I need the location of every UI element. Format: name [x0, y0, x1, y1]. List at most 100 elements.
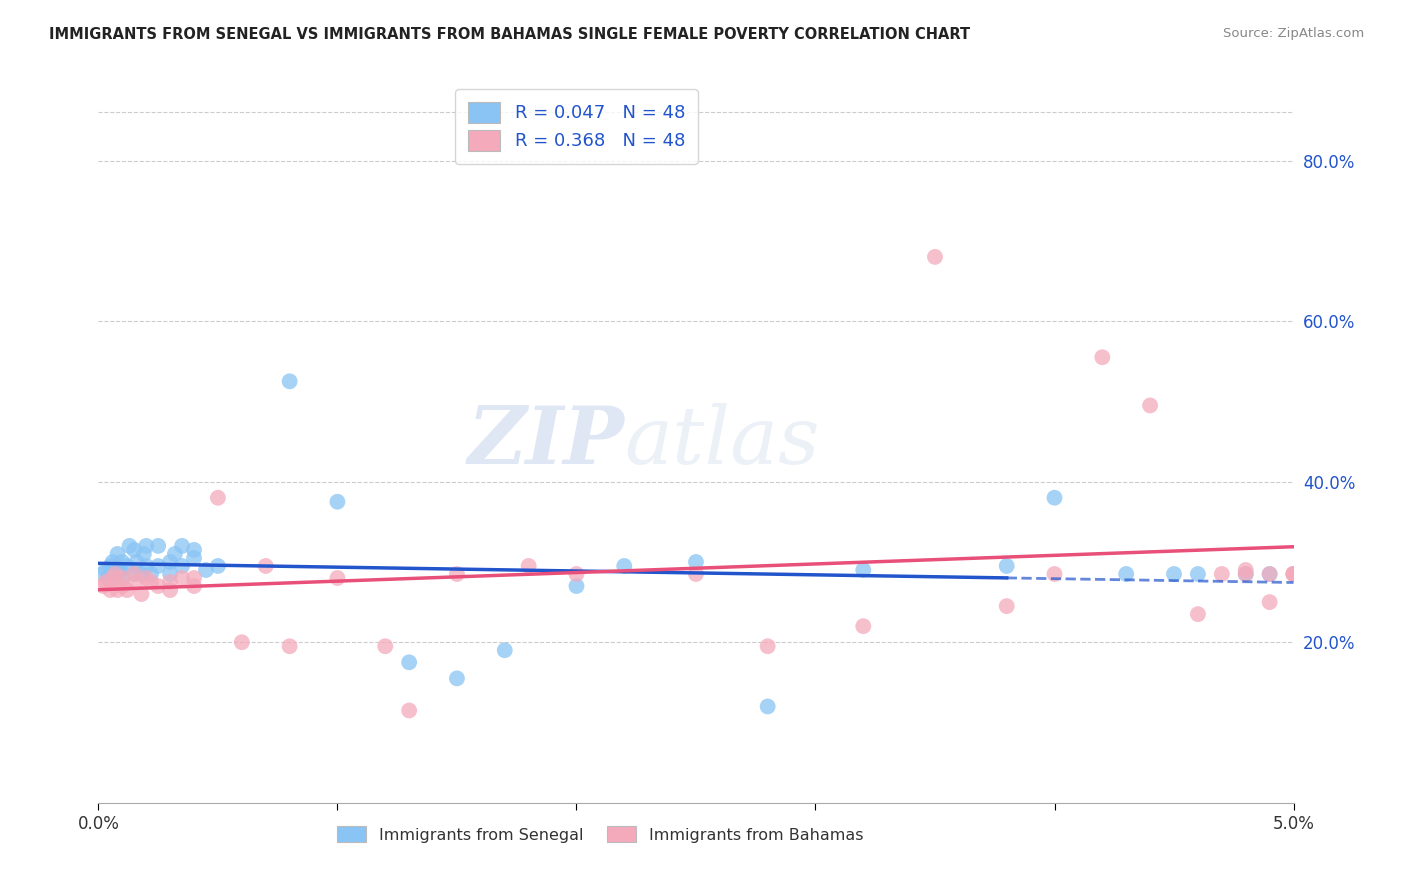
Point: [118, 539, 141, 553]
Point: [1187, 607, 1209, 621]
Point: [115, 558, 138, 574]
Point: [125, 555, 148, 569]
Point: [111, 571, 134, 585]
Point: [97, 571, 120, 585]
Point: [1282, 567, 1305, 582]
Point: [111, 555, 134, 569]
Point: [1234, 567, 1257, 582]
Point: [1139, 398, 1161, 412]
Text: IMMIGRANTS FROM SENEGAL VS IMMIGRANTS FROM BAHAMAS SINGLE FEMALE POVERTY CORRELA: IMMIGRANTS FROM SENEGAL VS IMMIGRANTS FR…: [49, 27, 970, 42]
Point: [159, 555, 181, 569]
Point: [207, 558, 229, 574]
Point: [104, 567, 127, 582]
Point: [163, 547, 186, 561]
Point: [852, 619, 875, 633]
Point: [1258, 567, 1281, 582]
Point: [91, 567, 114, 582]
Point: [446, 671, 468, 685]
Point: [148, 539, 170, 553]
Point: [107, 547, 129, 561]
Point: [924, 250, 946, 264]
Point: [115, 583, 138, 598]
Point: [98, 558, 122, 574]
Point: [135, 539, 157, 553]
Point: [231, 635, 253, 649]
Point: [131, 567, 153, 582]
Point: [398, 703, 420, 717]
Point: [104, 567, 127, 582]
Point: [398, 655, 420, 669]
Point: [613, 558, 636, 574]
Point: [135, 558, 157, 574]
Point: [172, 558, 194, 574]
Point: [124, 567, 146, 582]
Point: [995, 558, 1018, 574]
Point: [183, 571, 205, 585]
Point: [1234, 563, 1257, 577]
Point: [94, 574, 117, 589]
Point: [1282, 567, 1305, 582]
Point: [135, 571, 157, 585]
Point: [111, 579, 134, 593]
Point: [148, 558, 170, 574]
Point: [565, 567, 588, 582]
Point: [195, 563, 218, 577]
Point: [254, 558, 277, 574]
Point: [124, 567, 146, 582]
Point: [685, 555, 707, 569]
Point: [172, 571, 194, 585]
Point: [1258, 567, 1281, 582]
Point: [183, 542, 205, 557]
Point: [159, 567, 181, 582]
Point: [172, 539, 194, 553]
Legend: Immigrants from Senegal, Immigrants from Bahamas: Immigrants from Senegal, Immigrants from…: [330, 820, 870, 849]
Point: [1043, 491, 1066, 505]
Point: [139, 567, 162, 582]
Point: [1258, 595, 1281, 609]
Point: [108, 563, 131, 577]
Point: [326, 571, 349, 585]
Text: atlas: atlas: [624, 403, 820, 480]
Point: [517, 558, 540, 574]
Point: [107, 583, 129, 598]
Point: [101, 571, 124, 585]
Point: [446, 567, 468, 582]
Point: [756, 639, 779, 653]
Point: [1115, 567, 1137, 582]
Point: [94, 563, 117, 577]
Point: [98, 583, 122, 598]
Point: [278, 374, 301, 388]
Point: [159, 583, 181, 598]
Point: [756, 699, 779, 714]
Point: [852, 563, 875, 577]
Point: [1163, 567, 1185, 582]
Point: [125, 574, 148, 589]
Text: Source: ZipAtlas.com: Source: ZipAtlas.com: [1223, 27, 1364, 40]
Point: [1043, 567, 1066, 582]
Point: [374, 639, 396, 653]
Point: [1234, 567, 1257, 582]
Point: [101, 555, 124, 569]
Point: [1211, 567, 1233, 582]
Point: [183, 550, 205, 566]
Point: [183, 579, 205, 593]
Point: [111, 571, 134, 585]
Point: [326, 494, 349, 508]
Point: [1282, 567, 1305, 582]
Point: [995, 599, 1018, 614]
Point: [132, 547, 155, 561]
Point: [278, 639, 301, 653]
Point: [1282, 567, 1305, 582]
Point: [131, 587, 153, 601]
Point: [685, 567, 707, 582]
Text: ZIP: ZIP: [467, 403, 624, 480]
Point: [1187, 567, 1209, 582]
Point: [1091, 350, 1114, 364]
Point: [91, 579, 114, 593]
Point: [565, 579, 588, 593]
Point: [148, 579, 170, 593]
Point: [494, 643, 516, 657]
Point: [139, 574, 162, 589]
Point: [124, 542, 146, 557]
Point: [207, 491, 229, 505]
